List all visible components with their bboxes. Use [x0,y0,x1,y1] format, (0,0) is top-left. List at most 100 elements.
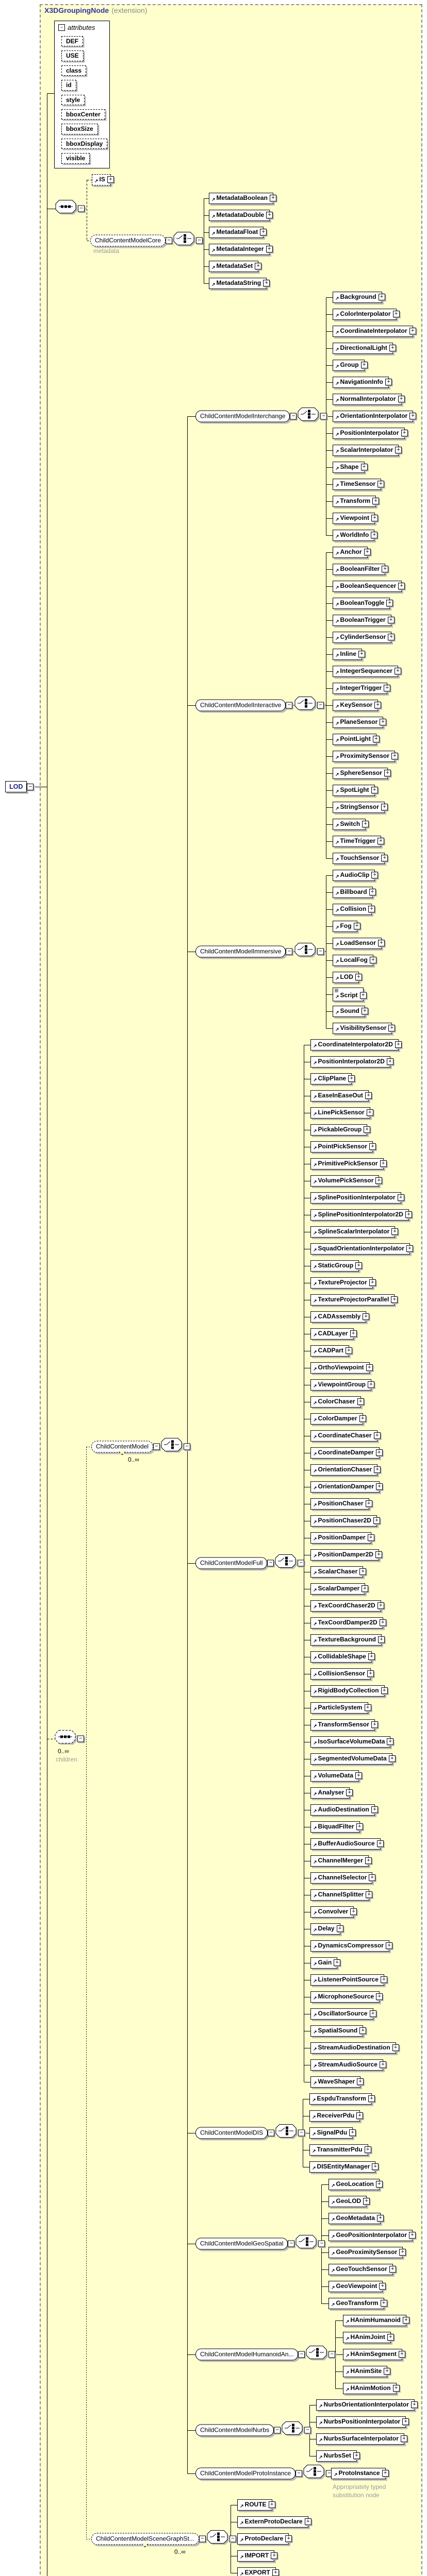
expand-plus-icon[interactable]: + [382,566,389,573]
element-box-geometadata[interactable]: ↗ GeoMetadata + [329,2213,384,2224]
element-box-orientationdamper[interactable]: ↗ OrientationDamper + [310,1481,383,1493]
expand-plus-icon[interactable]: + [372,736,380,743]
expand-plus-icon[interactable]: + [385,379,392,386]
group-ref-childcontentmodelgeospatial[interactable]: ChildContentModelGeoSpatial [195,2238,288,2250]
element-box-channelmerger[interactable]: ↗ ChannelMerger + [310,1855,372,1867]
element-box-positiondamper2d[interactable]: ↗ PositionDamper2D + [310,1549,382,1561]
element-box-positioninterpolator[interactable]: ↗ PositionInterpolator + [333,428,408,439]
choice-compositor-icon[interactable] [298,408,320,426]
attribute-class[interactable]: class [61,65,87,76]
expand-plus-icon[interactable]: + [374,702,382,709]
collapse-minus-icon[interactable]: − [229,2535,236,2543]
expand-plus-icon[interactable]: + [350,1330,357,1337]
expand-plus-icon[interactable]: + [377,1602,384,1609]
element-box-integersequencer[interactable]: ↗ IntegerSequencer + [333,666,401,677]
element-box-loadsensor[interactable]: ↗ LoadSensor + [333,938,385,949]
element-box-proximitysensor[interactable]: ↗ ProximitySensor + [333,751,398,762]
expand-plus-icon[interactable]: + [334,1959,341,1967]
element-box-volumepicksensor[interactable]: ↗ VolumePickSensor + [310,1175,383,1187]
element-box-viewpoint[interactable]: ↗ Viewpoint + [333,513,378,524]
element-box-channelselector[interactable]: ↗ ChannelSelector + [310,1872,376,1884]
collapse-minus-icon[interactable]: − [295,2470,303,2477]
element-box-geopositioninterpolator[interactable]: ↗ GeoPositionInterpolator + [329,2230,416,2241]
element-box-geoproximitysensor[interactable]: ↗ GeoProximitySensor + [329,2247,406,2258]
element-box-audiodestination[interactable]: ↗ AudioDestination + [310,1804,378,1816]
expand-plus-icon[interactable]: + [384,685,391,692]
element-box-group[interactable]: ↗ Group + [333,360,368,371]
expand-plus-icon[interactable]: + [304,2518,311,2526]
element-box-fog[interactable]: ↗ Fog + [333,921,360,932]
element-box-splinepositioninterpolator[interactable]: ↗ SplinePositionInterpolator + [310,1192,404,1204]
element-box-nurbsset[interactable]: ↗ NurbsSet + [316,2450,360,2462]
element-box-keysensor[interactable]: ↗ KeySensor + [333,700,382,711]
group-ref-childcontentmodelinterchange[interactable]: ChildContentModelInterchange [195,410,290,422]
expand-plus-icon[interactable]: + [345,1347,352,1354]
expand-plus-icon[interactable]: + [260,229,267,236]
element-box-cadpart[interactable]: ↗ CADPart + [310,1345,352,1357]
expand-plus-icon[interactable]: + [371,515,378,522]
element-box-visibilitysensor[interactable]: ↗ VisibilitySensor + [333,1023,396,1034]
attributes-panel-header[interactable]: − attributes [55,21,109,32]
element-box-lod[interactable]: ↗ LOD + [333,972,362,983]
element-box-textureprojector[interactable]: ↗ TextureProjector + [310,1277,376,1289]
element-box-positionchaser[interactable]: ↗ PositionChaser + [310,1498,372,1510]
collapse-minus-icon[interactable]: − [298,2129,305,2137]
element-box-scalardamper[interactable]: ↗ ScalarDamper + [310,1583,369,1595]
expand-plus-icon[interactable]: + [364,1126,371,1133]
attribute-def[interactable]: DEF [61,36,83,47]
expand-plus-icon[interactable]: + [369,1874,376,1882]
element-box-orthoviewpoint[interactable]: ↗ OrthoViewpoint + [310,1362,373,1374]
element-box-hanimjoint[interactable]: ↗ HAnimJoint + [343,2332,394,2343]
expand-plus-icon[interactable]: + [368,2095,375,2103]
expand-plus-icon[interactable]: + [353,2452,360,2460]
element-box-transform[interactable]: ↗ Transform + [333,496,380,507]
expand-plus-icon[interactable]: + [366,1364,373,1371]
element-box-spheresensor[interactable]: ↗ SphereSensor + [333,768,391,779]
collapse-minus-icon[interactable]: − [274,2427,281,2434]
element-box-biquadfilter[interactable]: ↗ BiquadFilter + [310,1821,363,1833]
expand-plus-icon[interactable]: + [391,1228,399,1235]
expand-plus-icon[interactable]: + [358,651,365,658]
element-box-stringsensor[interactable]: ↗ StringSensor + [333,802,388,813]
expand-plus-icon[interactable]: + [357,1398,364,1405]
element-box-positiondamper[interactable]: ↗ PositionDamper + [310,1532,374,1544]
element-box-transformsensor[interactable]: ↗ TransformSensor + [310,1719,378,1731]
collapse-minus-icon[interactable]: − [317,702,324,709]
element-box-export[interactable]: ↗ EXPORT + [237,2567,279,2576]
expand-plus-icon[interactable]: + [397,1194,404,1201]
expand-plus-icon[interactable]: + [376,1840,384,1848]
element-box-channelsplitter[interactable]: ↗ ChannelSplitter + [310,1889,373,1901]
element-box-collidableshape[interactable]: ↗ CollidableShape + [310,1651,375,1663]
expand-plus-icon[interactable]: + [384,2368,391,2375]
expand-plus-icon[interactable]: + [389,345,396,352]
expand-plus-icon[interactable]: + [405,1211,412,1218]
element-box-coordinatechaser[interactable]: ↗ CoordinateChaser + [310,1430,381,1442]
element-box-cylindersensor[interactable]: ↗ CylinderSensor + [333,632,395,643]
collapse-minus-icon[interactable]: − [317,948,324,955]
element-box-squadorientationinterpolator[interactable]: ↗ SquadOrientationInterpolator + [310,1243,413,1255]
collapse-minus-icon[interactable]: − [58,24,65,31]
collapse-minus-icon[interactable]: − [196,237,203,244]
expand-plus-icon[interactable]: + [364,549,371,556]
element-box-hanimhumanoid[interactable]: ↗ HAnimHumanoid + [343,2315,409,2326]
element-box-splinescalarinterpolator[interactable]: ↗ SplineScalarInterpolator + [310,1226,399,1238]
collapse-minus-icon[interactable]: − [286,948,293,955]
expand-plus-icon[interactable]: + [348,1075,355,1082]
element-box-receiverpdu[interactable]: ↗ ReceiverPdu + [309,2110,364,2122]
choice-compositor-icon[interactable] [306,2346,329,2364]
choice-compositor-icon[interactable] [161,1438,184,1456]
expand-plus-icon[interactable]: + [378,294,385,301]
element-box-convolver[interactable]: ↗ Convolver + [310,1906,357,1918]
element-box-normalinterpolator[interactable]: ↗ NormalInterpolator + [333,394,405,405]
element-box-positionchaser2d[interactable]: ↗ PositionChaser2D + [310,1515,380,1527]
element-box-booleanfilter[interactable]: ↗ BooleanFilter + [333,564,389,575]
element-box-disentitymanager[interactable]: ↗ DISEntityManager + [309,2161,379,2173]
expand-plus-icon[interactable]: + [378,1636,385,1643]
lod-element[interactable]: LOD [5,781,27,792]
element-box-nurbspositioninterpolator[interactable]: ↗ NurbsPositionInterpolator + [316,2416,409,2428]
expand-plus-icon[interactable]: + [367,1534,374,1541]
element-box-metadatadouble[interactable]: ↗ MetadataDouble + [209,210,273,221]
expand-plus-icon[interactable]: + [372,2163,379,2171]
element-box-texcoorddamper2d[interactable]: ↗ TexCoordDamper2D + [310,1617,386,1629]
choice-compositor-icon[interactable] [207,2530,229,2548]
